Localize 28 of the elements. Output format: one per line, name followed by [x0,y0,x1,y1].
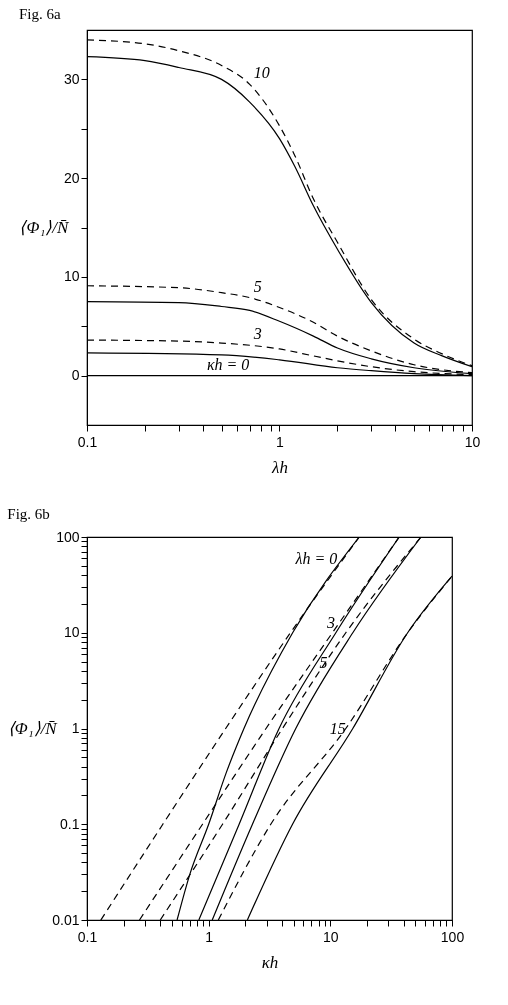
x-axis-title: κh [261,952,279,972]
x-tick-label: 10 [464,433,481,450]
y-tick-label: 30 [63,70,80,87]
annotation: 10 [253,64,270,82]
x-tick-label: 1 [276,433,285,450]
y-axis-title: ⟨Φ₁⟩/N̄ [7,719,59,738]
y-tick-label: 1 [71,720,80,736]
annotation: 5 [253,277,262,295]
x-tick-label: 1 [205,928,214,945]
x-tick-label: 10 [323,928,339,945]
y-tick-label: 10 [63,624,80,641]
y-tick-label: 0.01 [52,911,80,928]
y-tick-label: 0 [71,367,80,384]
y-tick-label: 100 [56,528,80,545]
annotation: 15 [329,719,346,737]
annotation: 3 [326,614,336,632]
y-tick-label: 0.1 [60,815,80,832]
chart-title: Fig. 6a [18,6,61,22]
y-tick-label: 20 [63,169,80,186]
annotation: 5 [319,654,328,672]
chart-title: Fig. 6b [7,506,50,522]
annotation: κh = 0 [206,355,250,373]
annotation: λh = 0 [294,549,338,567]
y-axis-title: ⟨Φ₁⟩/N̄ [19,218,71,237]
x-axis-title: λh [271,457,288,477]
annotation: 3 [252,325,262,343]
x-tick-label: 100 [440,928,465,945]
y-tick-label: 10 [63,268,80,285]
